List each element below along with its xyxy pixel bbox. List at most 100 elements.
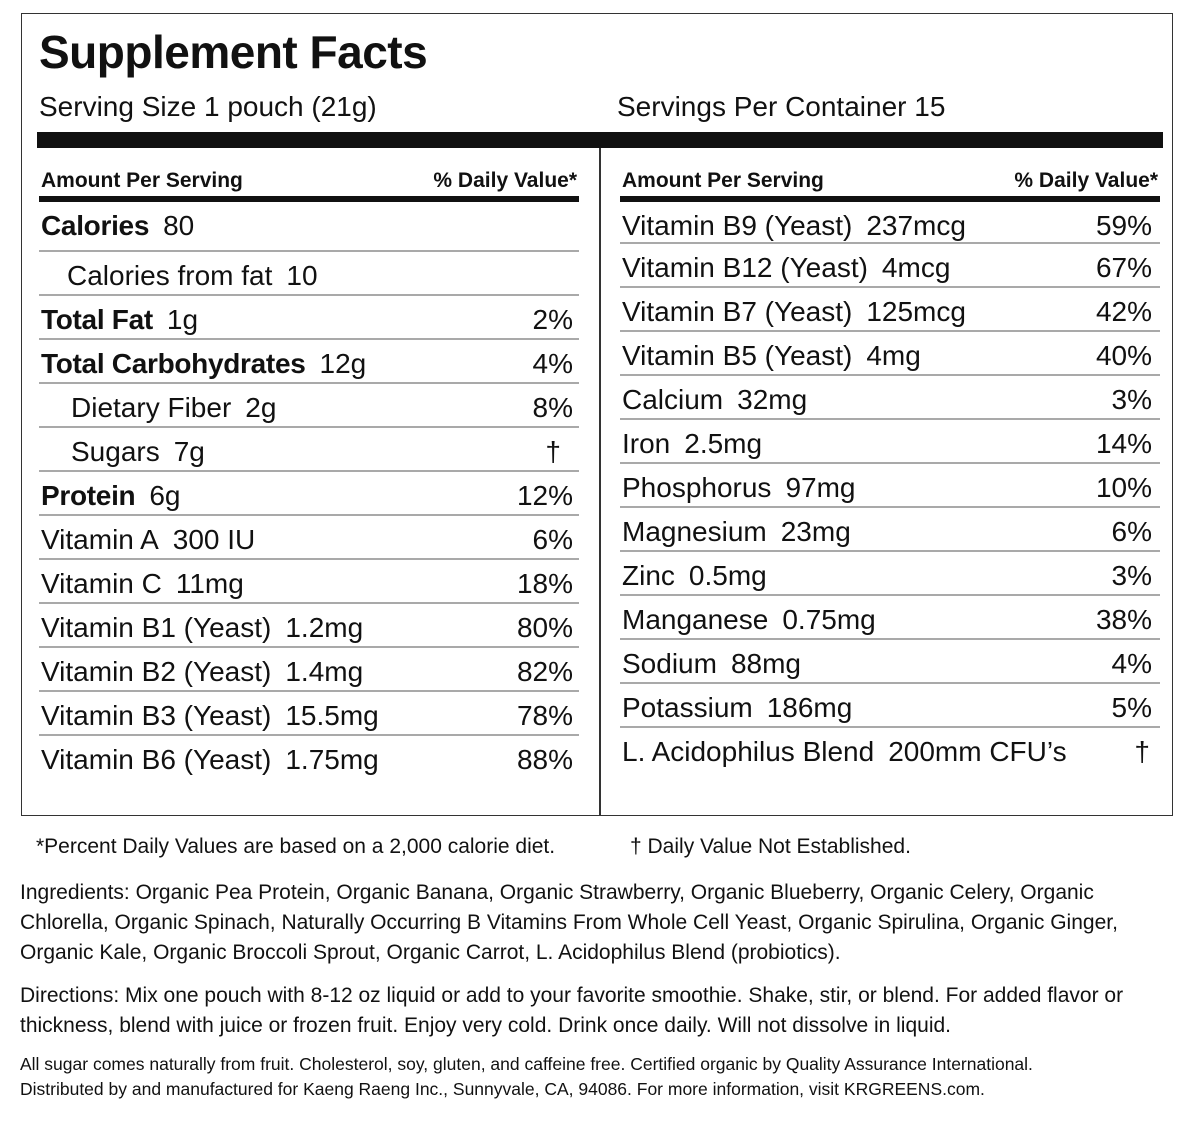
nutrient-name: Zinc	[622, 560, 675, 591]
nutrient-amount: 88mg	[730, 648, 801, 679]
daily-value-percent: 3%	[1111, 384, 1152, 415]
daily-value-percent: †	[545, 436, 561, 467]
nutrient-label: Zinc 0.5mg	[622, 554, 767, 598]
nutrient-row: Iron 2.5mg 14%	[620, 420, 1160, 464]
directions-paragraph: Directions: Mix one pouch with 8-12 oz l…	[20, 981, 1180, 1041]
nutrient-label: Calcium 32mg	[622, 378, 807, 422]
ingredients-label: Ingredients:	[20, 881, 130, 904]
nutrient-row: Calories from fat 10	[39, 252, 579, 296]
daily-value-percent: 18%	[516, 568, 573, 599]
daily-value-percent: 40%	[1095, 340, 1152, 371]
nutrient-row: Dietary Fiber 2g 8%	[39, 384, 579, 428]
ingredients-text: Organic Pea Protein, Organic Banana, Org…	[20, 881, 1118, 964]
daily-value-percent: 82%	[516, 656, 573, 687]
nutrient-amount: 2.5mg	[684, 428, 763, 459]
nutrient-label: Vitamin B12 (Yeast) 4mcg	[622, 246, 950, 290]
daily-value-percent: 2%	[532, 304, 573, 335]
nutrient-label: Sugars 7g	[71, 430, 205, 474]
nutrient-row: Manganese 0.75mg 38%	[620, 596, 1160, 640]
nutrient-label: Vitamin B3 (Yeast) 15.5mg	[41, 694, 379, 738]
daily-value-percent: 38%	[1095, 604, 1152, 635]
nutrient-label: Magnesium 23mg	[622, 510, 851, 554]
nutrient-row: Total Carbohydrates 12g 4%	[39, 340, 579, 384]
nutrient-amount: 97mg	[785, 472, 856, 503]
nutrient-amount: 12g	[319, 348, 367, 379]
nutrient-label: Iron 2.5mg	[622, 422, 762, 466]
nutrient-row: Total Fat 1g 2%	[39, 296, 579, 340]
nutrient-amount: 186mg	[766, 692, 853, 723]
nutrient-amount: 32mg	[737, 384, 808, 415]
nutrient-name: Phosphorus	[622, 472, 772, 503]
nutrient-amount: 1.4mg	[285, 656, 364, 687]
nutrient-name: L. Acidophilus Blend	[622, 736, 875, 767]
left-column: Amount Per Serving % Daily Value* Calori…	[39, 148, 579, 780]
nutrient-name: Vitamin B2 (Yeast)	[41, 656, 272, 687]
nutrient-name: Vitamin B12 (Yeast)	[622, 252, 868, 283]
nutrient-row: Calories 80	[39, 202, 579, 252]
nutrient-label: L. Acidophilus Blend 200mm CFU’s	[622, 730, 1067, 774]
nutrient-amount: 15.5mg	[285, 700, 379, 731]
supplement-facts-panel: Supplement Facts Serving Size 1 pouch (2…	[21, 13, 1173, 816]
nutrient-amount: 125mcg	[866, 296, 966, 327]
daily-value-percent: 4%	[1111, 648, 1152, 679]
daily-value-percent: 6%	[532, 524, 573, 555]
nutrient-amount: 7g	[173, 436, 205, 467]
nutrient-row: Vitamin B12 (Yeast) 4mcg 67%	[620, 244, 1160, 288]
nutrient-row: Phosphorus 97mg 10%	[620, 464, 1160, 508]
amount-per-serving-header: Amount Per Serving	[41, 169, 243, 192]
nutrient-label: Protein 6g	[41, 474, 181, 518]
nutrient-label: Calories from fat 10	[67, 254, 318, 298]
column-header: Amount Per Serving % Daily Value*	[39, 148, 579, 202]
daily-value-percent: 42%	[1095, 296, 1152, 327]
nutrient-name: Vitamin B6 (Yeast)	[41, 744, 272, 775]
nutrient-row: Calcium 32mg 3%	[620, 376, 1160, 420]
nutrient-label: Vitamin B7 (Yeast) 125mcg	[622, 290, 966, 334]
servings-per-container: Servings Per Container 15	[617, 91, 946, 122]
nutrient-name: Vitamin B7 (Yeast)	[622, 296, 853, 327]
left-nutrient-rows: Calories 80 Calories from fat 10 Total Fat 1g…	[39, 202, 579, 780]
nutrient-label: Phosphorus 97mg	[622, 466, 855, 510]
serving-size: Serving Size 1 pouch (21g)	[39, 91, 377, 122]
nutrient-amount: 300 IU	[172, 524, 256, 555]
nutrient-amount: 1g	[166, 304, 199, 335]
nutrient-row: Sugars 7g †	[39, 428, 579, 472]
nutrient-amount: 23mg	[780, 516, 851, 547]
nutrient-amount: 0.75mg	[782, 604, 876, 635]
nutrient-name: Vitamin A	[41, 524, 159, 555]
daily-value-percent: 67%	[1095, 252, 1152, 283]
nutrient-label: Vitamin B5 (Yeast) 4mg	[622, 334, 921, 378]
daily-value-percent: 14%	[1095, 428, 1152, 459]
nutrient-name: Magnesium	[622, 516, 767, 547]
nutrient-row: Sodium 88mg 4%	[620, 640, 1160, 684]
amount-per-serving-header: Amount Per Serving	[622, 169, 824, 192]
nutrient-label: Potassium 186mg	[622, 686, 852, 730]
fine-print-line-1: All sugar comes naturally from fruit. Ch…	[20, 1054, 1033, 1074]
daily-value-percent: 6%	[1111, 516, 1152, 547]
daily-value-header: % Daily Value*	[1014, 169, 1158, 192]
daily-value-header: % Daily Value*	[433, 169, 577, 192]
nutrient-label: Manganese 0.75mg	[622, 598, 876, 642]
nutrient-row: Vitamin B5 (Yeast) 4mg 40%	[620, 332, 1160, 376]
nutrient-name: Calories	[41, 210, 150, 241]
nutrient-label: Total Carbohydrates 12g	[41, 342, 366, 386]
nutrient-name: Iron	[622, 428, 671, 459]
nutrient-amount: 2g	[245, 392, 277, 423]
nutrient-row: Vitamin B6 (Yeast) 1.75mg 88%	[39, 736, 579, 780]
nutrient-label: Vitamin A 300 IU	[41, 518, 255, 562]
nutrient-name: Dietary Fiber	[71, 392, 232, 423]
nutrient-amount: 10	[286, 260, 318, 291]
daily-value-percent: 12%	[516, 480, 573, 511]
nutrient-row: Vitamin B7 (Yeast) 125mcg 42%	[620, 288, 1160, 332]
nutrient-name: Vitamin B9 (Yeast)	[622, 210, 853, 241]
nutrient-row: Magnesium 23mg 6%	[620, 508, 1160, 552]
nutrient-row: Vitamin B2 (Yeast) 1.4mg 82%	[39, 648, 579, 692]
nutrient-name: Vitamin C	[41, 568, 162, 599]
fine-print: All sugar comes naturally from fruit. Ch…	[20, 1052, 1180, 1102]
nutrient-name: Total Carbohydrates	[41, 348, 306, 379]
daily-value-percent: 8%	[532, 392, 573, 423]
nutrient-amount: 0.5mg	[688, 560, 767, 591]
not-established-footnote: † Daily Value Not Established.	[630, 835, 911, 858]
nutrient-label: Vitamin B2 (Yeast) 1.4mg	[41, 650, 363, 694]
daily-value-percent: 59%	[1095, 210, 1152, 241]
daily-value-percent: 78%	[516, 700, 573, 731]
